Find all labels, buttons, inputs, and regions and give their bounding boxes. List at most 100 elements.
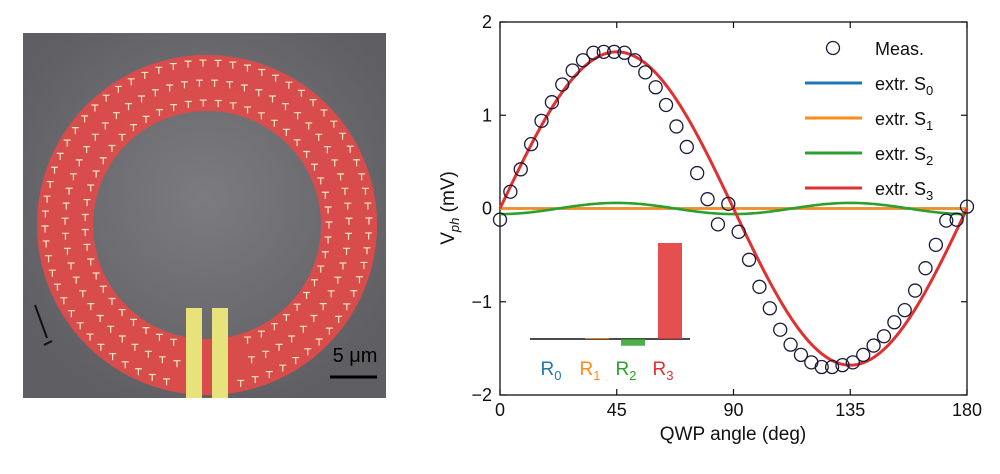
antenna-element xyxy=(46,180,54,189)
inset-bar-label: R2 xyxy=(616,359,637,383)
antenna-element xyxy=(86,333,94,341)
measured-point xyxy=(773,322,788,337)
antenna-element xyxy=(315,338,323,346)
antenna-element xyxy=(75,159,83,167)
measured-point xyxy=(845,355,860,370)
antenna-element xyxy=(288,335,296,343)
antenna-element xyxy=(169,62,177,71)
measured-point xyxy=(876,329,892,344)
antenna-element xyxy=(323,146,331,154)
antenna-element xyxy=(163,378,171,386)
antenna-element xyxy=(51,166,59,174)
antenna-element xyxy=(195,79,203,87)
antenna-element xyxy=(258,68,266,77)
measured-point xyxy=(669,119,684,134)
antenna-element xyxy=(87,258,95,266)
antenna-element xyxy=(43,195,51,203)
antenna-element xyxy=(129,124,137,132)
antenna-element xyxy=(184,60,192,68)
antenna-element xyxy=(81,228,89,237)
measured-point xyxy=(544,95,560,110)
antenna-element xyxy=(293,303,301,311)
antenna-element xyxy=(138,95,146,103)
antenna-element xyxy=(325,221,333,229)
antenna-element xyxy=(56,152,64,160)
measured-point xyxy=(607,44,622,59)
x-tick-label: 0 xyxy=(495,400,505,420)
antenna-element xyxy=(321,191,329,199)
legend-label: extr. S1 xyxy=(875,109,933,133)
antenna-element xyxy=(83,146,91,154)
measured-point xyxy=(690,165,705,181)
antenna-element xyxy=(268,95,276,103)
antenna-element xyxy=(67,262,75,270)
antenna-element xyxy=(214,59,222,67)
antenna-element xyxy=(173,360,181,368)
antenna-element xyxy=(304,348,312,356)
measured-point xyxy=(939,213,954,228)
antenna-element xyxy=(279,364,287,372)
antenna-element xyxy=(158,356,166,364)
legend-label: extr. S0 xyxy=(875,74,933,98)
antenna-element xyxy=(365,217,373,225)
y-tick-label: 0 xyxy=(482,199,492,219)
antenna-element xyxy=(330,120,338,128)
antenna-element xyxy=(61,232,69,240)
y-tick-label: 1 xyxy=(482,105,492,125)
antenna-element xyxy=(275,343,283,351)
measured-point xyxy=(679,139,694,155)
antenna-element xyxy=(309,99,317,107)
measured-point xyxy=(731,224,746,239)
legend-marker xyxy=(825,40,841,56)
legend-label: Meas. xyxy=(875,39,924,59)
antenna-element xyxy=(166,84,174,92)
measured-point xyxy=(804,355,819,370)
antenna-element xyxy=(99,285,107,293)
antenna-element xyxy=(358,173,366,181)
measured-point xyxy=(492,212,508,227)
antenna-element xyxy=(293,139,301,147)
antenna-element xyxy=(303,150,311,159)
x-axis-label: QWP angle (deg) xyxy=(660,424,806,445)
antenna-element xyxy=(310,314,318,323)
antenna-element xyxy=(102,94,110,102)
antenna-element xyxy=(226,81,234,89)
measured-point xyxy=(617,45,632,60)
antenna-element xyxy=(299,325,307,333)
measured-point xyxy=(721,196,736,211)
antenna-element xyxy=(350,289,358,298)
antenna-element xyxy=(109,353,117,361)
debris-mark xyxy=(34,304,48,339)
antenna-element xyxy=(41,225,49,233)
antenna-element xyxy=(339,132,347,140)
antenna-element xyxy=(91,104,99,112)
antenna-element xyxy=(315,133,323,141)
antenna-element xyxy=(339,262,347,270)
fit-curve-s2 xyxy=(500,201,967,216)
antenna-element xyxy=(114,85,122,93)
measured-point xyxy=(627,53,643,68)
measured-point xyxy=(555,77,570,92)
antenna-element xyxy=(335,315,343,323)
antenna-element xyxy=(270,119,278,127)
measured-point xyxy=(856,347,871,363)
measured-point xyxy=(835,358,850,373)
sem-micrograph: 5 μm xyxy=(23,33,386,398)
antenna-element xyxy=(118,308,126,317)
antenna-element xyxy=(346,145,354,153)
legend-label: extr. S2 xyxy=(875,144,933,168)
antenna-element xyxy=(125,103,133,111)
antenna-element xyxy=(63,139,71,147)
antenna-element xyxy=(285,81,293,89)
antenna-element xyxy=(337,173,345,181)
antenna-element xyxy=(343,247,351,255)
antenna-element xyxy=(41,210,49,218)
antenna-element xyxy=(325,327,333,335)
antenna-array xyxy=(41,59,373,387)
measured-point xyxy=(793,347,809,363)
antenna-element xyxy=(53,283,61,291)
antenna-element xyxy=(118,133,126,141)
antenna-element xyxy=(71,127,79,135)
antenna-element xyxy=(151,89,159,97)
antenna-element xyxy=(324,236,332,244)
